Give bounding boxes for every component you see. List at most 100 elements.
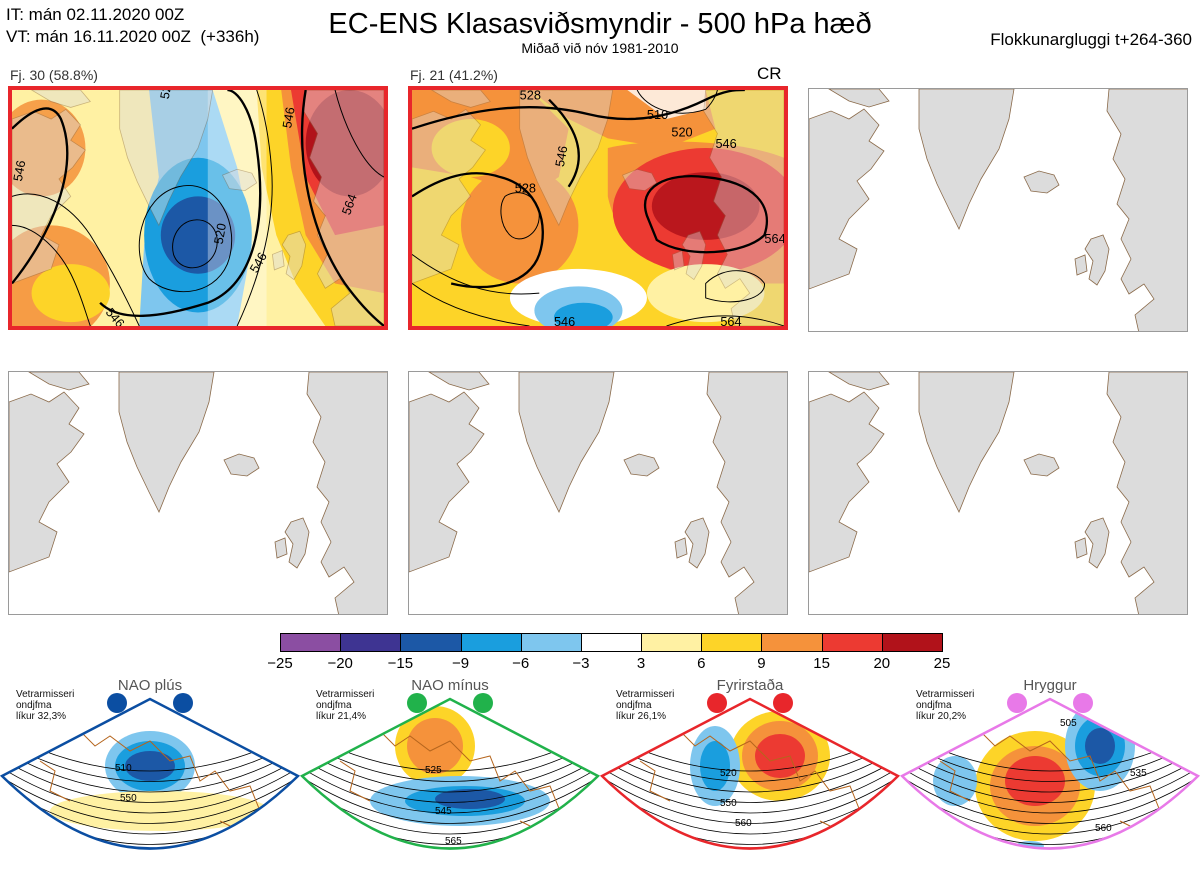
colorbar-tick-label: −20 xyxy=(327,655,353,672)
regime-border xyxy=(0,697,300,850)
colorbar-tick-label: 20 xyxy=(873,655,891,672)
regime-note: Vetrarmisseri ondjfma líkur 20,2% xyxy=(916,689,975,722)
colorbar-swatch xyxy=(580,633,643,652)
contour-label: 528 xyxy=(515,182,536,196)
regime-fan-2: 525 545 565 xyxy=(300,697,600,850)
coastline xyxy=(939,730,1161,832)
height-contour xyxy=(602,748,898,793)
cluster-map-2-graphic: 528 510 520 546 528 546 564 546 564 xyxy=(412,90,784,326)
height-contour xyxy=(302,775,598,824)
map-outline xyxy=(409,372,787,614)
anomaly-shade xyxy=(755,734,805,778)
colorbar-swatch xyxy=(761,633,823,652)
colorbar-swatch xyxy=(460,633,522,652)
regime-marker-dot xyxy=(1073,693,1093,713)
page-subtitle: Miðað við nóv 1981-2010 xyxy=(521,40,679,56)
colorbar-tick-label: 9 xyxy=(757,655,766,672)
colorbar-swatch xyxy=(701,633,763,652)
page-title: EC-ENS Klasasviðsmyndir - 500 hPa hæð xyxy=(328,8,872,40)
colorbar-swatch xyxy=(520,633,582,652)
contour-label: 546 xyxy=(553,145,571,168)
coastline xyxy=(39,730,261,832)
anomaly-shade xyxy=(933,756,977,806)
colorbar-swatch xyxy=(400,633,462,652)
contour-label: 546 xyxy=(280,106,298,129)
panel-2-label: Fj. 21 (41.2%) xyxy=(410,67,498,83)
map-outline xyxy=(809,372,1187,614)
contour-label: 528 xyxy=(158,90,176,100)
height-contour xyxy=(902,775,1198,824)
cluster-map-1-graphic: 546 528 546 546 564 546 520 xyxy=(12,90,384,326)
map-outline xyxy=(9,372,387,614)
colorbar-tick-label: 3 xyxy=(636,655,646,672)
height-contour xyxy=(902,748,1198,793)
colorbar-tick-label: 6 xyxy=(697,655,706,672)
height-contour xyxy=(2,757,298,803)
regime-note: Vetrarmisseri ondjfma líkur 26,1% xyxy=(616,689,675,722)
regime-title: NAO plús xyxy=(117,677,183,694)
height-contour xyxy=(602,829,898,849)
colorbar-tick-label: −15 xyxy=(387,655,414,672)
regime-border xyxy=(300,697,600,850)
height-contour xyxy=(2,829,298,849)
height-contour xyxy=(2,775,298,824)
regime-border xyxy=(600,697,900,850)
initial-time: IT: mán 02.11.2020 00Z xyxy=(6,5,185,24)
regime-title: Hryggur xyxy=(1023,677,1077,694)
regime-contour-label: 550 xyxy=(720,798,737,809)
colorbar-swatch xyxy=(641,633,703,652)
cluster-map-6[interactable] xyxy=(808,371,1188,615)
regime-marker-dot xyxy=(1007,693,1027,713)
height-contour xyxy=(902,766,1198,814)
height-contour xyxy=(302,766,598,814)
regime-title: NAO mínus xyxy=(411,677,489,694)
colorbar-tick-label: −3 xyxy=(572,655,590,672)
regime-marker-dot xyxy=(773,693,793,713)
coastline xyxy=(639,730,861,832)
regime-marker-dot xyxy=(707,693,727,713)
regime-contour-label: 525 xyxy=(425,765,442,776)
colorbar-tick-label: −25 xyxy=(267,655,293,672)
contour-label: 546 xyxy=(554,315,575,326)
colorbar-tick-label: 15 xyxy=(813,655,830,672)
anomaly-shade xyxy=(1085,728,1115,764)
height-contour xyxy=(2,748,298,793)
height-contour xyxy=(2,739,298,782)
cluster-map-1[interactable]: 546 528 546 546 564 546 520 xyxy=(8,86,388,330)
regime-contour-label: 560 xyxy=(1095,823,1112,834)
height-contour xyxy=(902,739,1198,782)
regime-fan-4: 505 535 560 xyxy=(900,697,1200,850)
regime-marker-dot xyxy=(407,693,427,713)
regime-marker-dot xyxy=(107,693,127,713)
anomaly-shade xyxy=(50,791,270,831)
cluster-map-4[interactable] xyxy=(8,371,388,615)
contour-label: 520 xyxy=(671,125,692,139)
anomaly-shade xyxy=(407,718,463,774)
contour-label: 546 xyxy=(12,159,28,182)
colorbar-swatch xyxy=(821,633,883,652)
regime-contour-label: 520 xyxy=(720,768,737,779)
height-contour xyxy=(602,757,898,803)
height-contour xyxy=(902,757,1198,803)
contour-label: 564 xyxy=(764,232,784,246)
colorbar-swatch xyxy=(280,633,342,652)
cluster-map-3[interactable] xyxy=(808,88,1188,332)
colorbar-swatch xyxy=(881,633,943,652)
height-contour xyxy=(602,775,898,824)
contour-label: 510 xyxy=(647,108,668,122)
anomaly-shade xyxy=(125,751,175,781)
contour-label: 528 xyxy=(520,90,541,103)
regime-contour-label: 545 xyxy=(435,806,452,817)
map-outline xyxy=(809,89,1187,331)
contour-label: 564 xyxy=(720,315,741,326)
contour-label: 564 xyxy=(339,192,359,216)
cluster-map-2[interactable]: 528 510 520 546 528 546 564 546 564 xyxy=(408,86,788,330)
valid-time: VT: mán 16.11.2020 00Z (+336h) xyxy=(6,27,260,46)
regime-fan-1: 510 550 xyxy=(0,697,300,850)
regime-note: Vetrarmisseri ondjfma líkur 32,3% xyxy=(16,689,75,722)
panel-1-label: Fj. 30 (58.8%) xyxy=(10,67,98,83)
height-contour xyxy=(302,757,598,803)
cluster-map-5[interactable] xyxy=(408,371,788,615)
regime-border xyxy=(900,697,1200,850)
classification-window: Flokkunargluggi t+264-360 xyxy=(990,30,1192,49)
